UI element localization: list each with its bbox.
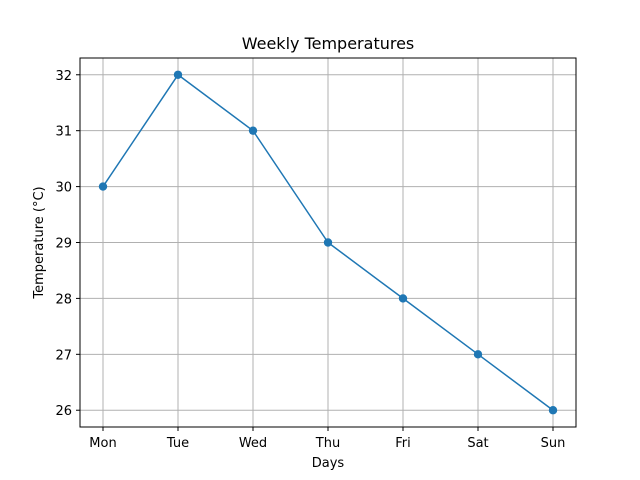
data-point-mon	[98, 182, 108, 191]
x-tick-label: Fri	[395, 436, 411, 451]
x-tick-label: Sat	[467, 436, 488, 451]
y-tick-label: 27	[55, 348, 72, 363]
data-point-fri	[398, 294, 408, 303]
axis-ticks: Mon Tue Wed Thu Fri Sat Sun 26 27 28 29 30 31 32	[55, 69, 565, 451]
y-tick-label: 32	[55, 69, 72, 84]
x-tick-label: Tue	[166, 436, 189, 451]
y-tick-label: 29	[55, 237, 72, 252]
x-tick-label: Sun	[541, 436, 566, 451]
x-tick-label: Mon	[89, 436, 116, 451]
x-tick-label: Thu	[315, 436, 340, 451]
x-axis-label: Days	[312, 456, 345, 471]
data-point-wed	[248, 126, 258, 135]
chart-title: Weekly Temperatures	[242, 34, 415, 53]
data-point-tue	[173, 70, 183, 79]
x-tick-label: Wed	[239, 436, 267, 451]
y-axis-label: Temperature (°C)	[32, 186, 47, 299]
y-tick-label: 26	[55, 404, 72, 419]
data-point-sat	[473, 350, 483, 359]
y-tick-label: 30	[55, 181, 72, 196]
grid	[80, 58, 576, 427]
y-tick-label: 28	[55, 292, 72, 307]
y-tick-label: 31	[55, 125, 72, 140]
data-point-sun	[548, 406, 558, 415]
data-point-thu	[323, 238, 333, 247]
series-layer	[98, 70, 558, 415]
